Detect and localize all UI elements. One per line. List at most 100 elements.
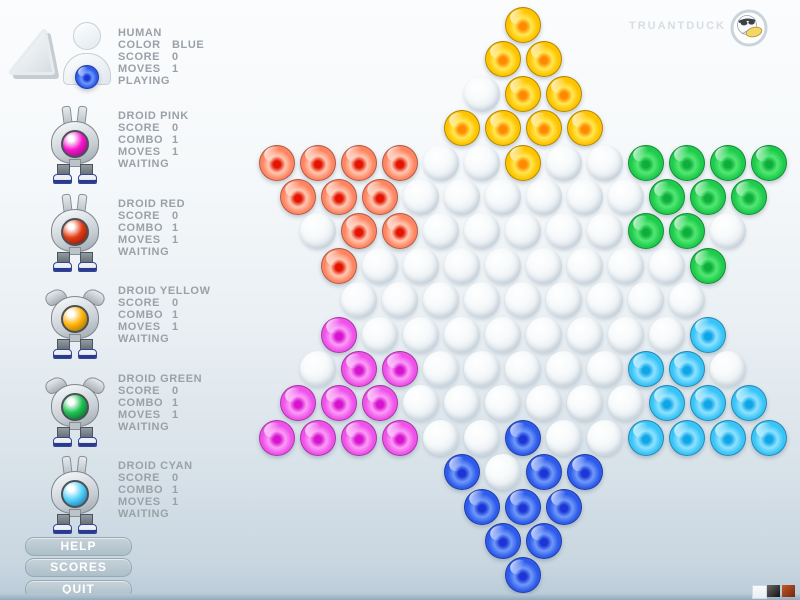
marble-magenta[interactable] bbox=[320, 385, 357, 422]
board-hole[interactable] bbox=[546, 144, 582, 181]
marble-blue[interactable] bbox=[505, 557, 541, 594]
marble-blue[interactable] bbox=[484, 523, 521, 559]
board-hole[interactable] bbox=[546, 419, 582, 456]
marble-yellow[interactable] bbox=[546, 75, 582, 112]
board-hole[interactable] bbox=[443, 247, 480, 284]
board-hole[interactable] bbox=[607, 179, 644, 215]
marble-green[interactable] bbox=[628, 144, 664, 181]
marble-red[interactable] bbox=[382, 144, 418, 181]
marble-green[interactable] bbox=[669, 144, 705, 181]
back-button[interactable] bbox=[6, 24, 60, 82]
board-hole[interactable] bbox=[546, 213, 582, 250]
board-hole[interactable] bbox=[546, 282, 582, 319]
marble-red[interactable] bbox=[320, 247, 357, 284]
marble-magenta[interactable] bbox=[341, 419, 377, 456]
marble-magenta[interactable] bbox=[279, 385, 316, 422]
marble-green[interactable] bbox=[689, 247, 726, 284]
board-hole[interactable] bbox=[443, 385, 480, 422]
marble-yellow[interactable] bbox=[505, 7, 541, 43]
board-hole[interactable] bbox=[587, 213, 623, 250]
board-hole[interactable] bbox=[607, 247, 644, 284]
board-hole[interactable] bbox=[505, 213, 541, 250]
marble-green[interactable] bbox=[648, 179, 685, 215]
scores-button[interactable]: SCORES bbox=[25, 558, 132, 577]
marble-cyan[interactable] bbox=[751, 419, 787, 456]
board-hole[interactable] bbox=[423, 419, 459, 456]
marble-red[interactable] bbox=[300, 144, 336, 181]
board-hole[interactable] bbox=[484, 179, 521, 215]
marble-green[interactable] bbox=[710, 144, 746, 181]
marble-green[interactable] bbox=[730, 179, 767, 215]
marble-yellow[interactable] bbox=[484, 110, 521, 147]
marble-cyan[interactable] bbox=[689, 316, 726, 353]
board-hole[interactable] bbox=[402, 316, 439, 353]
board-hole[interactable] bbox=[525, 385, 562, 422]
marble-red[interactable] bbox=[361, 179, 398, 215]
marble-cyan[interactable] bbox=[669, 351, 705, 387]
board-hole[interactable] bbox=[505, 351, 541, 387]
board-hole[interactable] bbox=[382, 282, 418, 319]
corner-swatch-black[interactable] bbox=[767, 585, 780, 597]
board-hole[interactable] bbox=[505, 282, 541, 319]
marble-red[interactable] bbox=[341, 213, 377, 250]
board-hole[interactable] bbox=[628, 282, 664, 319]
marble-red[interactable] bbox=[259, 144, 295, 181]
board-hole[interactable] bbox=[484, 385, 521, 422]
marble-cyan[interactable] bbox=[628, 419, 664, 456]
marble-magenta[interactable] bbox=[382, 351, 418, 387]
board-hole[interactable] bbox=[464, 351, 500, 387]
marble-blue[interactable] bbox=[546, 488, 582, 525]
board-hole[interactable] bbox=[464, 144, 500, 181]
marble-blue[interactable] bbox=[464, 488, 500, 525]
marble-cyan[interactable] bbox=[669, 419, 705, 456]
marble-yellow[interactable] bbox=[525, 41, 562, 78]
marble-blue[interactable] bbox=[566, 454, 603, 491]
board-hole[interactable] bbox=[300, 213, 336, 250]
board-hole[interactable] bbox=[566, 247, 603, 284]
marble-blue[interactable] bbox=[505, 488, 541, 525]
board-hole[interactable] bbox=[710, 351, 746, 387]
board-hole[interactable] bbox=[361, 316, 398, 353]
board-hole[interactable] bbox=[484, 454, 521, 491]
board-hole[interactable] bbox=[648, 316, 685, 353]
corner-swatch-white[interactable] bbox=[752, 585, 767, 599]
board-hole[interactable] bbox=[423, 282, 459, 319]
board-hole[interactable] bbox=[525, 247, 562, 284]
board-hole[interactable] bbox=[423, 351, 459, 387]
marble-yellow[interactable] bbox=[505, 144, 541, 181]
board-hole[interactable] bbox=[464, 213, 500, 250]
marble-cyan[interactable] bbox=[628, 351, 664, 387]
board-hole[interactable] bbox=[546, 351, 582, 387]
board-hole[interactable] bbox=[525, 179, 562, 215]
marble-blue[interactable] bbox=[505, 419, 541, 456]
marble-green[interactable] bbox=[628, 213, 664, 250]
marble-green[interactable] bbox=[669, 213, 705, 250]
board-hole[interactable] bbox=[443, 316, 480, 353]
board-hole[interactable] bbox=[587, 282, 623, 319]
board-hole[interactable] bbox=[587, 419, 623, 456]
board-hole[interactable] bbox=[341, 282, 377, 319]
board-hole[interactable] bbox=[300, 351, 336, 387]
board-hole[interactable] bbox=[648, 247, 685, 284]
board-hole[interactable] bbox=[669, 282, 705, 319]
board-hole[interactable] bbox=[402, 179, 439, 215]
marble-red[interactable] bbox=[341, 144, 377, 181]
marble-magenta[interactable] bbox=[320, 316, 357, 353]
marble-cyan[interactable] bbox=[710, 419, 746, 456]
board-hole[interactable] bbox=[566, 316, 603, 353]
board-hole[interactable] bbox=[525, 316, 562, 353]
board-hole[interactable] bbox=[566, 385, 603, 422]
board-hole[interactable] bbox=[423, 213, 459, 250]
board-hole[interactable] bbox=[402, 385, 439, 422]
board-hole[interactable] bbox=[710, 213, 746, 250]
marble-blue[interactable] bbox=[525, 523, 562, 559]
marble-cyan[interactable] bbox=[689, 385, 726, 422]
marble-magenta[interactable] bbox=[382, 419, 418, 456]
board-hole[interactable] bbox=[464, 282, 500, 319]
board-hole[interactable] bbox=[587, 144, 623, 181]
marble-magenta[interactable] bbox=[259, 419, 295, 456]
board-hole[interactable] bbox=[443, 179, 480, 215]
help-button[interactable]: HELP bbox=[25, 537, 132, 556]
board-hole[interactable] bbox=[423, 144, 459, 181]
marble-blue[interactable] bbox=[525, 454, 562, 491]
